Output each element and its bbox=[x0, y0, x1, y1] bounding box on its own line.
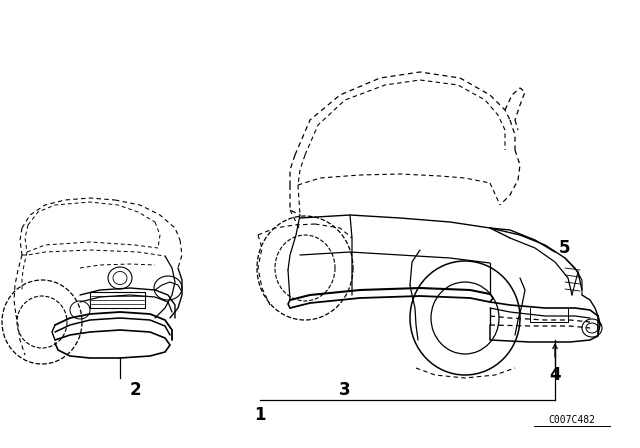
Text: 1: 1 bbox=[254, 406, 266, 424]
Text: 3: 3 bbox=[339, 381, 351, 399]
Text: 2: 2 bbox=[129, 381, 141, 399]
Text: 4: 4 bbox=[549, 366, 561, 384]
Text: 5: 5 bbox=[559, 239, 571, 257]
Text: C007C482: C007C482 bbox=[548, 415, 595, 425]
